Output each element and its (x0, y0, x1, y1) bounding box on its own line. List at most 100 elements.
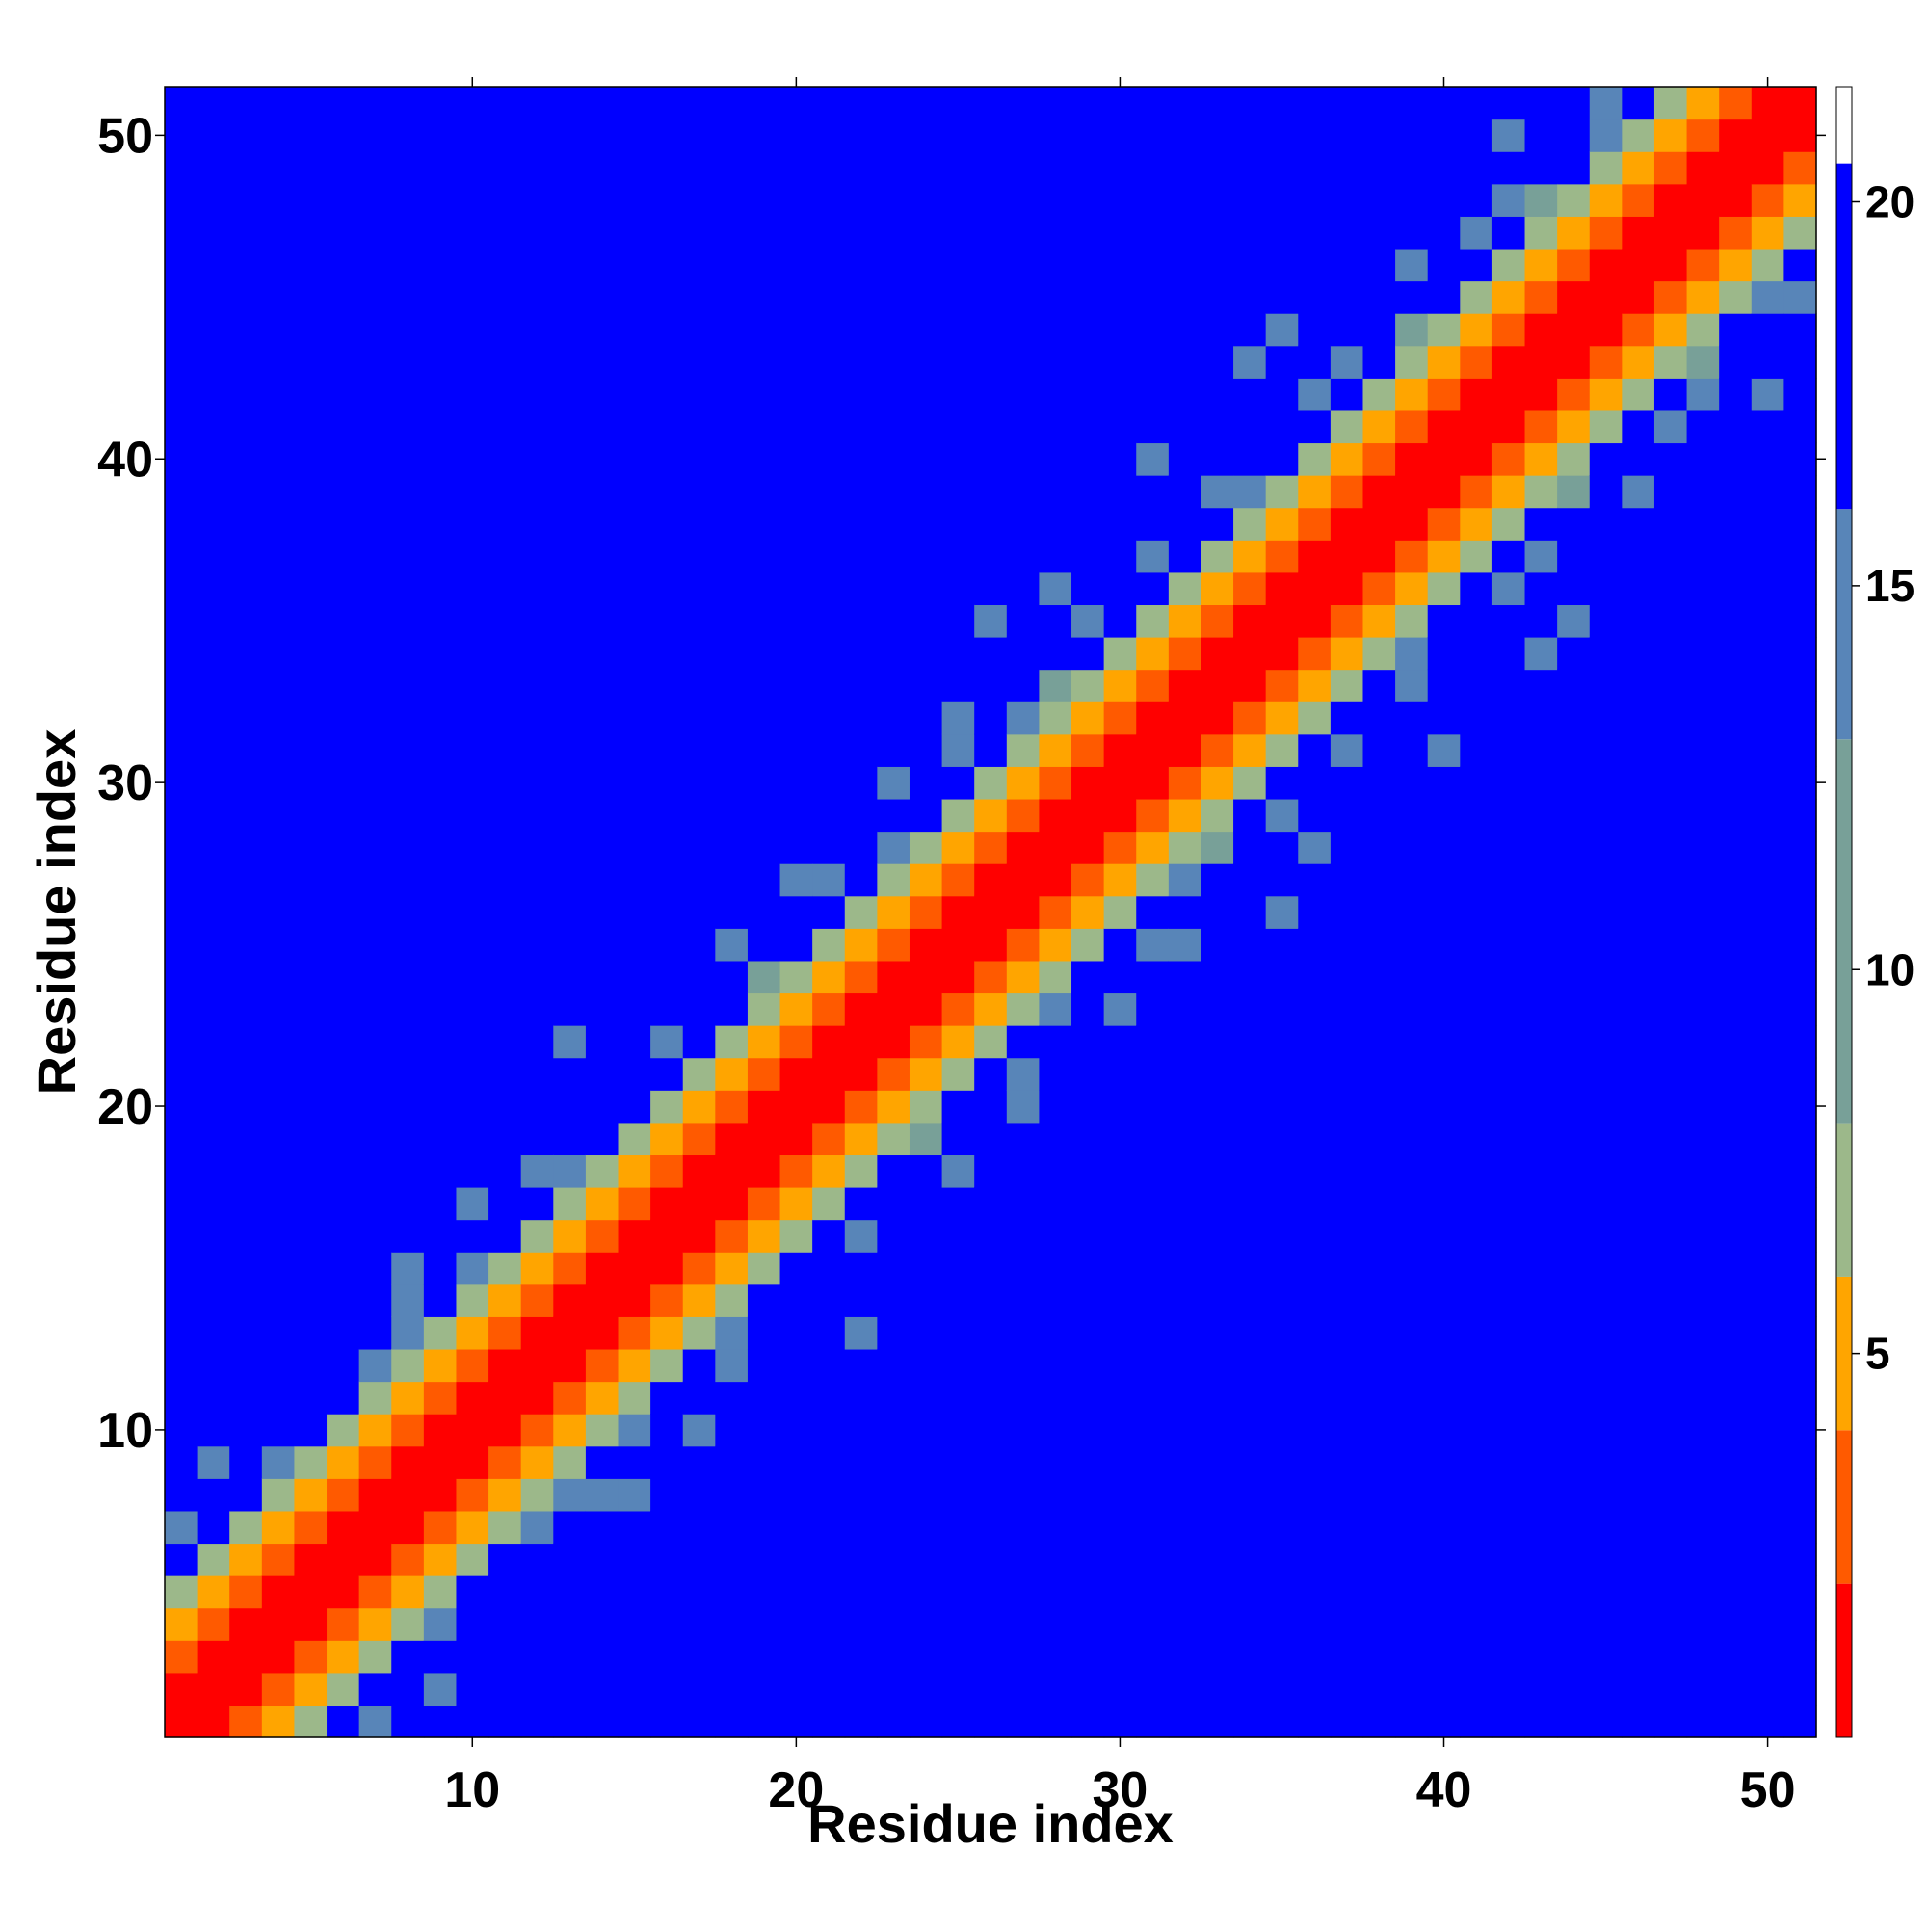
heatmap-cell (618, 475, 651, 509)
heatmap-cell (682, 1348, 716, 1383)
heatmap-cell (747, 1607, 781, 1641)
heatmap-cell (1557, 378, 1591, 411)
heatmap-cell (1136, 1316, 1170, 1350)
heatmap-cell (1622, 1284, 1655, 1317)
heatmap-cell (358, 766, 392, 800)
heatmap-cell (715, 313, 749, 347)
heatmap-cell (1362, 669, 1396, 702)
heatmap-cell (1622, 280, 1655, 314)
heatmap-cell (229, 733, 263, 767)
heatmap-cell (1557, 475, 1591, 509)
heatmap-cell (909, 183, 943, 217)
heatmap-cell (1783, 280, 1817, 314)
heatmap-cell (327, 733, 360, 767)
heatmap-cell (618, 1640, 651, 1674)
heatmap-cell (682, 1478, 716, 1512)
heatmap-cell (197, 928, 230, 962)
heatmap-cell (1330, 1284, 1364, 1317)
heatmap-cell (488, 960, 522, 994)
heatmap-cell (1622, 1122, 1655, 1156)
heatmap-cell (1233, 313, 1267, 347)
heatmap-cell (1395, 1510, 1429, 1545)
colorbar-segment (1836, 509, 1852, 740)
heatmap-cell (1233, 701, 1267, 735)
heatmap-cell (618, 1478, 651, 1512)
heatmap-cell (1783, 863, 1817, 897)
heatmap-cell (1395, 151, 1429, 185)
heatmap-cell (779, 1316, 813, 1350)
heatmap-cell (165, 637, 198, 671)
heatmap-cell (1136, 604, 1170, 638)
heatmap-cell (488, 280, 522, 314)
heatmap-cell (1103, 798, 1137, 833)
heatmap-cell (1524, 1187, 1558, 1221)
heatmap-cell (909, 1154, 943, 1188)
heatmap-cell (1298, 1025, 1332, 1059)
heatmap-cell (1298, 637, 1332, 671)
heatmap-cell (1395, 1478, 1429, 1512)
heatmap-cell (1330, 637, 1364, 671)
heatmap-cell (1622, 248, 1655, 282)
heatmap-cell (423, 378, 458, 411)
heatmap-cell (520, 1705, 554, 1738)
heatmap-cell (1557, 637, 1591, 671)
heatmap-cell (1233, 216, 1267, 250)
heatmap-cell (1071, 928, 1105, 962)
heatmap-cell (165, 151, 198, 185)
heatmap-cell (844, 119, 878, 152)
heatmap-cell (682, 183, 716, 217)
heatmap-cell (391, 1090, 425, 1124)
heatmap-cell (520, 1445, 554, 1479)
heatmap-cell (1168, 1607, 1202, 1641)
heatmap-cell (456, 1575, 489, 1609)
heatmap-cell (1168, 280, 1202, 314)
heatmap-cell (520, 151, 554, 185)
heatmap-cell (229, 280, 263, 314)
heatmap-cell (327, 183, 360, 217)
heatmap-cell (877, 895, 911, 929)
heatmap-cell (1686, 571, 1720, 606)
heatmap-cell (974, 1219, 1008, 1253)
heatmap-cell (1751, 1510, 1784, 1545)
heatmap-cell (779, 1219, 813, 1253)
heatmap-cell (682, 507, 716, 541)
heatmap-cell (1557, 571, 1591, 606)
heatmap-cell (261, 1057, 296, 1091)
heatmap-cell (1103, 1607, 1137, 1641)
heatmap-cell (1491, 1219, 1526, 1253)
heatmap-cell (456, 604, 489, 638)
heatmap-cell (650, 960, 684, 994)
heatmap-cell (1460, 1057, 1493, 1091)
heatmap-cell (1460, 475, 1493, 509)
heatmap-cell (327, 1316, 360, 1350)
heatmap-cell (1751, 831, 1784, 864)
heatmap-cell (812, 87, 846, 120)
heatmap-cell (358, 1575, 392, 1609)
heatmap-cell (1653, 1575, 1688, 1609)
heatmap-cell (261, 1025, 296, 1059)
heatmap-cell (1168, 992, 1202, 1026)
heatmap-cell (585, 183, 620, 217)
heatmap-cell (1589, 1414, 1623, 1447)
heatmap-cell (650, 151, 684, 185)
heatmap-cell (585, 1219, 620, 1253)
heatmap-cell (974, 151, 1008, 185)
heatmap-cell (456, 1478, 489, 1512)
heatmap-cell (165, 1640, 198, 1674)
heatmap-cell (974, 1705, 1008, 1738)
heatmap-cell (1298, 87, 1332, 120)
heatmap-cell (941, 1575, 975, 1609)
heatmap-cell (1233, 798, 1267, 833)
heatmap-cell (1006, 798, 1041, 833)
heatmap-cell (974, 604, 1008, 638)
heatmap-cell (391, 831, 425, 864)
heatmap-cell (1168, 1057, 1202, 1091)
heatmap-cell (877, 960, 911, 994)
heatmap-cell (1653, 571, 1688, 606)
heatmap-cell (909, 87, 943, 120)
heatmap-cell (1460, 1705, 1493, 1738)
heatmap-cell (1201, 183, 1234, 217)
heatmap-cell (1589, 1705, 1623, 1738)
heatmap-cell (1395, 119, 1429, 152)
